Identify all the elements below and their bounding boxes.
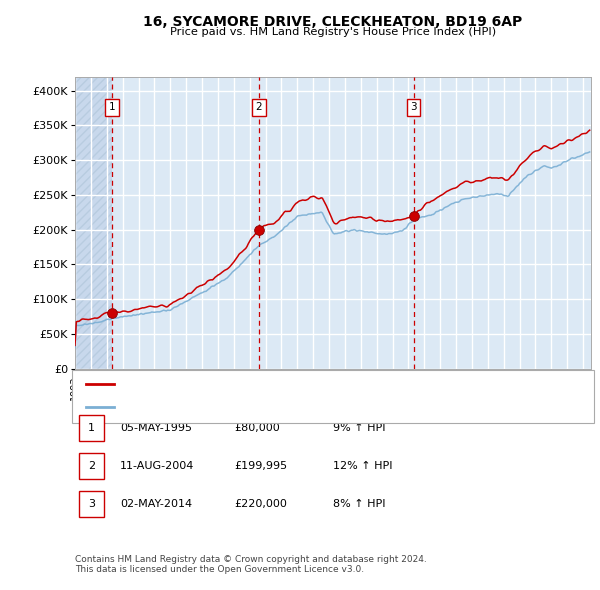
Bar [75,77,112,369]
Text: 3: 3 [88,500,95,509]
Text: 1: 1 [88,423,95,432]
Text: Price paid vs. HM Land Registry's House Price Index (HPI): Price paid vs. HM Land Registry's House … [170,27,496,37]
Text: 11-AUG-2004: 11-AUG-2004 [120,461,194,471]
Text: 02-MAY-2014: 02-MAY-2014 [120,500,192,509]
Text: £80,000: £80,000 [234,423,280,432]
Text: 05-MAY-1995: 05-MAY-1995 [120,423,192,432]
Text: 16, SYCAMORE DRIVE, CLECKHEATON, BD19 6AP: 16, SYCAMORE DRIVE, CLECKHEATON, BD19 6A… [143,15,523,29]
Text: HPI: Average price, detached house, Kirklees: HPI: Average price, detached house, Kirk… [120,402,355,412]
Text: £220,000: £220,000 [234,500,287,509]
Text: 2: 2 [256,103,262,112]
Text: 16, SYCAMORE DRIVE, CLECKHEATON, BD19 6AP (detached house): 16, SYCAMORE DRIVE, CLECKHEATON, BD19 6A… [120,379,469,389]
Text: 1: 1 [109,103,115,112]
Text: £199,995: £199,995 [234,461,287,471]
Text: 2: 2 [88,461,95,471]
Text: 9% ↑ HPI: 9% ↑ HPI [333,423,385,432]
Text: 3: 3 [410,103,417,112]
Text: 12% ↑ HPI: 12% ↑ HPI [333,461,392,471]
Text: Contains HM Land Registry data © Crown copyright and database right 2024.
This d: Contains HM Land Registry data © Crown c… [75,555,427,574]
Text: 8% ↑ HPI: 8% ↑ HPI [333,500,385,509]
